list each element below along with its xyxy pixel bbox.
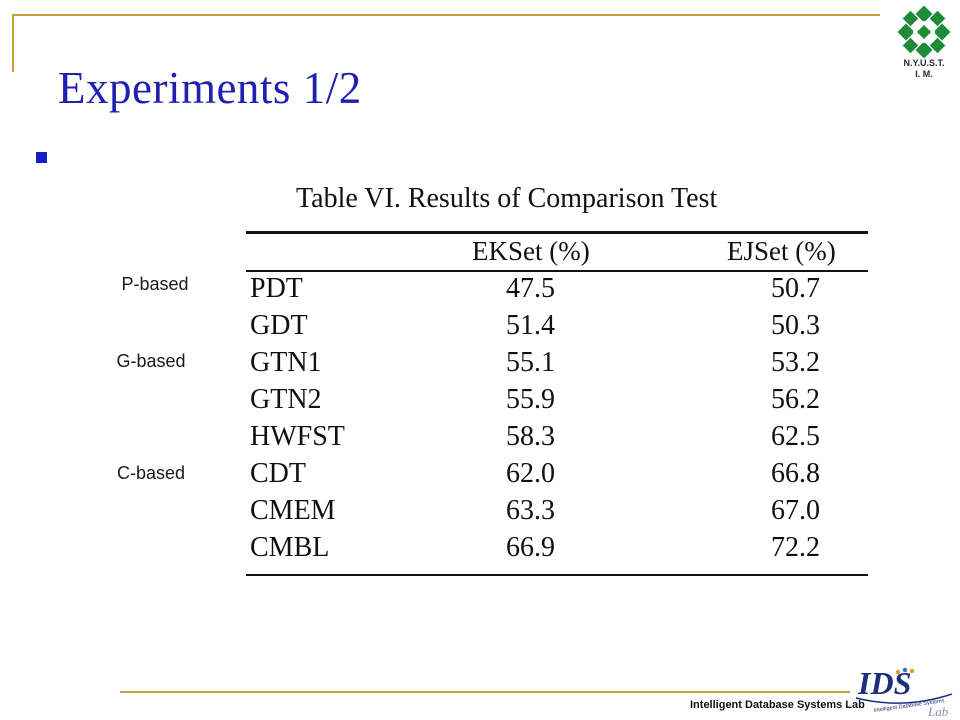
row-ejset-value: 50.3 [771,310,820,341]
table-row: CMEM 63.3 67.0 [246,495,868,532]
row-ejset-value: 62.5 [771,421,820,452]
ids-logo-lab: Lab [927,704,949,718]
bullet-marker [36,152,47,163]
nyust-logo-line2: I. M. [915,69,933,79]
row-method-name: HWFST [250,421,345,452]
table-top-rule [246,231,868,234]
side-label-p-based: P-based [121,274,189,294]
row-ejset-value: 67.0 [771,495,820,526]
row-ekset-value: 58.3 [506,421,555,452]
column-header-ekset: EKSet (%) [472,236,590,266]
ids-logo-letters: IDS [857,665,911,701]
row-ekset-value: 63.3 [506,495,555,526]
slide-frame-top-line [12,14,880,16]
table-bottom-rule [246,574,868,576]
row-method-name: GTN2 [250,384,322,415]
row-ejset-value: 50.7 [771,273,820,304]
row-ekset-value: 55.9 [506,384,555,415]
slide-title: Experiments 1/2 [58,63,362,113]
table-header-rule [246,270,868,272]
row-ekset-value: 51.4 [506,310,555,341]
row-method-name: CMEM [250,495,336,526]
row-method-name: GDT [250,310,308,341]
ids-lab-logo-icon: IDS Intelligent Database Systems Lab [855,665,953,718]
row-ejset-value: 72.2 [771,532,820,563]
side-label-c-based: C-based [116,463,186,483]
row-ekset-value: 62.0 [506,458,555,489]
table-row: GDT 51.4 50.3 [246,310,868,347]
row-ejset-value: 66.8 [771,458,820,489]
row-ekset-value: 55.1 [506,347,555,378]
row-method-name: GTN1 [250,347,322,378]
nyust-emblem-icon [897,6,951,58]
footer-lab-name: Intelligent Database Systems Lab [690,699,865,711]
row-method-name: PDT [250,273,303,304]
table-row: CDT 62.0 66.8 [246,458,868,495]
table-row: GTN2 55.9 56.2 [246,384,868,421]
row-ekset-value: 66.9 [506,532,555,563]
column-header-ejset: EJSet (%) [727,236,836,266]
table-row: HWFST 58.3 62.5 [246,421,868,458]
table-caption: Table VI. Results of Comparison Test [296,183,718,214]
nyust-logo-line1: N.Y.U.S.T. [903,58,945,68]
row-ejset-value: 56.2 [771,384,820,415]
side-label-g-based: G-based [116,351,186,371]
row-ekset-value: 47.5 [506,273,555,304]
row-method-name: CMBL [250,532,330,563]
slide-frame-left-line [12,14,14,72]
table-row: GTN1 55.1 53.2 [246,347,868,384]
table-row: CMBL 66.9 72.2 [246,532,868,569]
slide-frame-bottom-line [120,691,850,693]
nyust-logo: N.Y.U.S.T. I. M. [892,6,956,86]
row-method-name: CDT [250,458,306,489]
row-ejset-value: 53.2 [771,347,820,378]
table-row: PDT 47.5 50.7 [246,273,868,310]
